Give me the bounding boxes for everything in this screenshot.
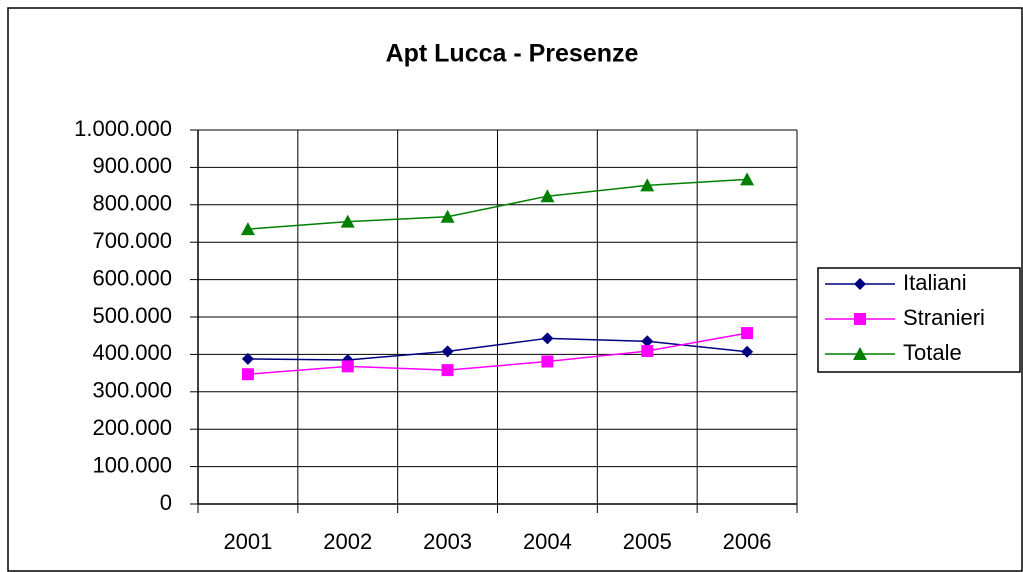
marker [541,332,554,345]
y-tick-label: 0 [160,490,172,515]
series-line [247,332,748,375]
marker [241,368,254,381]
chart-title: Apt Lucca - Presenze [386,40,639,68]
marker [541,355,554,368]
marker [441,364,454,377]
marker [241,352,254,365]
marker [441,345,454,358]
x-tick-label: 2001 [223,529,272,554]
marker [641,335,654,348]
legend-label: Stranieri [903,305,985,330]
marker [640,178,655,192]
marker [641,345,654,358]
y-tick-label: 100.000 [92,452,172,477]
x-tick-label: 2002 [323,529,372,554]
y-tick-label: 800.000 [92,191,172,216]
y-tick-label: 500.000 [92,303,172,328]
x-tick-label: 2004 [523,529,572,554]
y-tick-label: 400.000 [92,340,172,365]
y-tick-label: 700.000 [92,228,172,253]
marker [440,209,455,223]
y-tick-label: 600.000 [92,265,172,290]
series-line [247,178,748,230]
legend-label: Italiani [903,270,967,295]
x-tick-label: 2003 [423,529,472,554]
x-tick-label: 2006 [723,529,772,554]
marker [540,189,555,203]
marker [741,327,754,340]
marker [854,313,866,325]
y-tick-label: 900.000 [92,153,172,178]
legend-label: Totale [903,340,962,365]
marker [853,347,867,360]
y-tick-label: 1.000.000 [74,116,172,141]
marker [240,222,255,236]
marker [740,172,755,186]
series-line [247,337,748,361]
marker [741,345,754,358]
marker [854,278,866,290]
marker [340,214,355,228]
marker [341,360,354,373]
y-tick-label: 200.000 [92,415,172,440]
y-tick-label: 300.000 [92,378,172,403]
x-tick-label: 2005 [623,529,672,554]
